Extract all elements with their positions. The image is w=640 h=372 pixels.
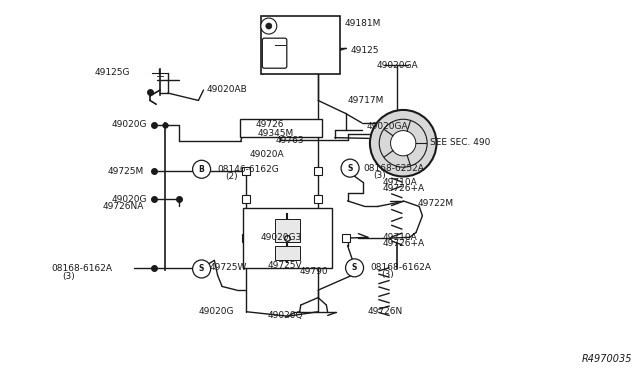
Text: (3): (3) bbox=[381, 270, 394, 279]
Text: B: B bbox=[199, 165, 204, 174]
Text: 08168-6162A: 08168-6162A bbox=[370, 263, 431, 272]
Text: 49726N: 49726N bbox=[368, 307, 403, 316]
Circle shape bbox=[370, 110, 436, 176]
Text: 49725M: 49725M bbox=[108, 167, 144, 176]
Circle shape bbox=[346, 259, 364, 277]
Text: 49725V: 49725V bbox=[268, 261, 302, 270]
Text: 49717M: 49717M bbox=[348, 96, 384, 105]
Bar bbox=[314, 195, 322, 203]
Bar bbox=[240, 119, 322, 137]
Text: 49725W: 49725W bbox=[209, 263, 246, 272]
Text: 08168-6162A: 08168-6162A bbox=[51, 264, 112, 273]
Bar bbox=[243, 234, 250, 242]
Circle shape bbox=[261, 18, 276, 34]
Text: (3): (3) bbox=[62, 272, 75, 280]
Circle shape bbox=[193, 260, 211, 278]
Text: 49726NA: 49726NA bbox=[102, 202, 144, 211]
Text: 49020G: 49020G bbox=[112, 120, 147, 129]
Text: R4970035: R4970035 bbox=[582, 354, 632, 364]
FancyBboxPatch shape bbox=[262, 38, 287, 68]
Text: 49020GA: 49020GA bbox=[376, 61, 418, 70]
Circle shape bbox=[193, 160, 211, 178]
Circle shape bbox=[341, 159, 359, 177]
Text: S: S bbox=[199, 264, 204, 273]
Text: 49020A: 49020A bbox=[250, 150, 284, 159]
Text: 49710A: 49710A bbox=[383, 233, 417, 242]
Bar bbox=[243, 195, 250, 203]
Bar bbox=[314, 167, 322, 175]
Text: 49020AB: 49020AB bbox=[207, 85, 248, 94]
Text: 49020G: 49020G bbox=[112, 195, 147, 203]
Circle shape bbox=[390, 131, 416, 156]
Text: 49020GA: 49020GA bbox=[366, 122, 408, 131]
Bar bbox=[314, 234, 322, 242]
Circle shape bbox=[380, 119, 427, 167]
Text: 08168-6252A: 08168-6252A bbox=[364, 164, 424, 173]
Bar bbox=[261, 16, 340, 74]
Text: S: S bbox=[352, 263, 357, 272]
Text: 49722M: 49722M bbox=[418, 199, 454, 208]
Text: (3): (3) bbox=[373, 171, 386, 180]
Bar bbox=[275, 219, 300, 242]
Text: SEE SEC. 490: SEE SEC. 490 bbox=[430, 138, 490, 147]
Circle shape bbox=[266, 23, 272, 29]
Text: 49020G: 49020G bbox=[198, 307, 234, 316]
Bar bbox=[275, 246, 300, 260]
Bar bbox=[342, 234, 349, 242]
Text: 49125G: 49125G bbox=[95, 68, 130, 77]
Text: 49726+A: 49726+A bbox=[383, 239, 425, 248]
Text: 49763: 49763 bbox=[275, 136, 304, 145]
Text: 49181M: 49181M bbox=[344, 19, 381, 28]
Bar bbox=[195, 264, 202, 272]
Bar bbox=[243, 208, 332, 268]
Text: 49020Q: 49020Q bbox=[268, 311, 303, 320]
Text: (2): (2) bbox=[225, 172, 238, 181]
Bar bbox=[315, 60, 325, 70]
Text: 49726: 49726 bbox=[256, 120, 285, 129]
Text: 49345M: 49345M bbox=[257, 129, 294, 138]
Text: 49125: 49125 bbox=[351, 46, 380, 55]
Text: 49726+A: 49726+A bbox=[383, 185, 425, 193]
Text: 49790: 49790 bbox=[300, 267, 328, 276]
Text: 08146-6162G: 08146-6162G bbox=[218, 165, 279, 174]
Bar bbox=[243, 167, 250, 175]
Text: S: S bbox=[348, 164, 353, 173]
Text: 49710A: 49710A bbox=[383, 178, 417, 187]
Text: 49020G3: 49020G3 bbox=[260, 233, 301, 242]
